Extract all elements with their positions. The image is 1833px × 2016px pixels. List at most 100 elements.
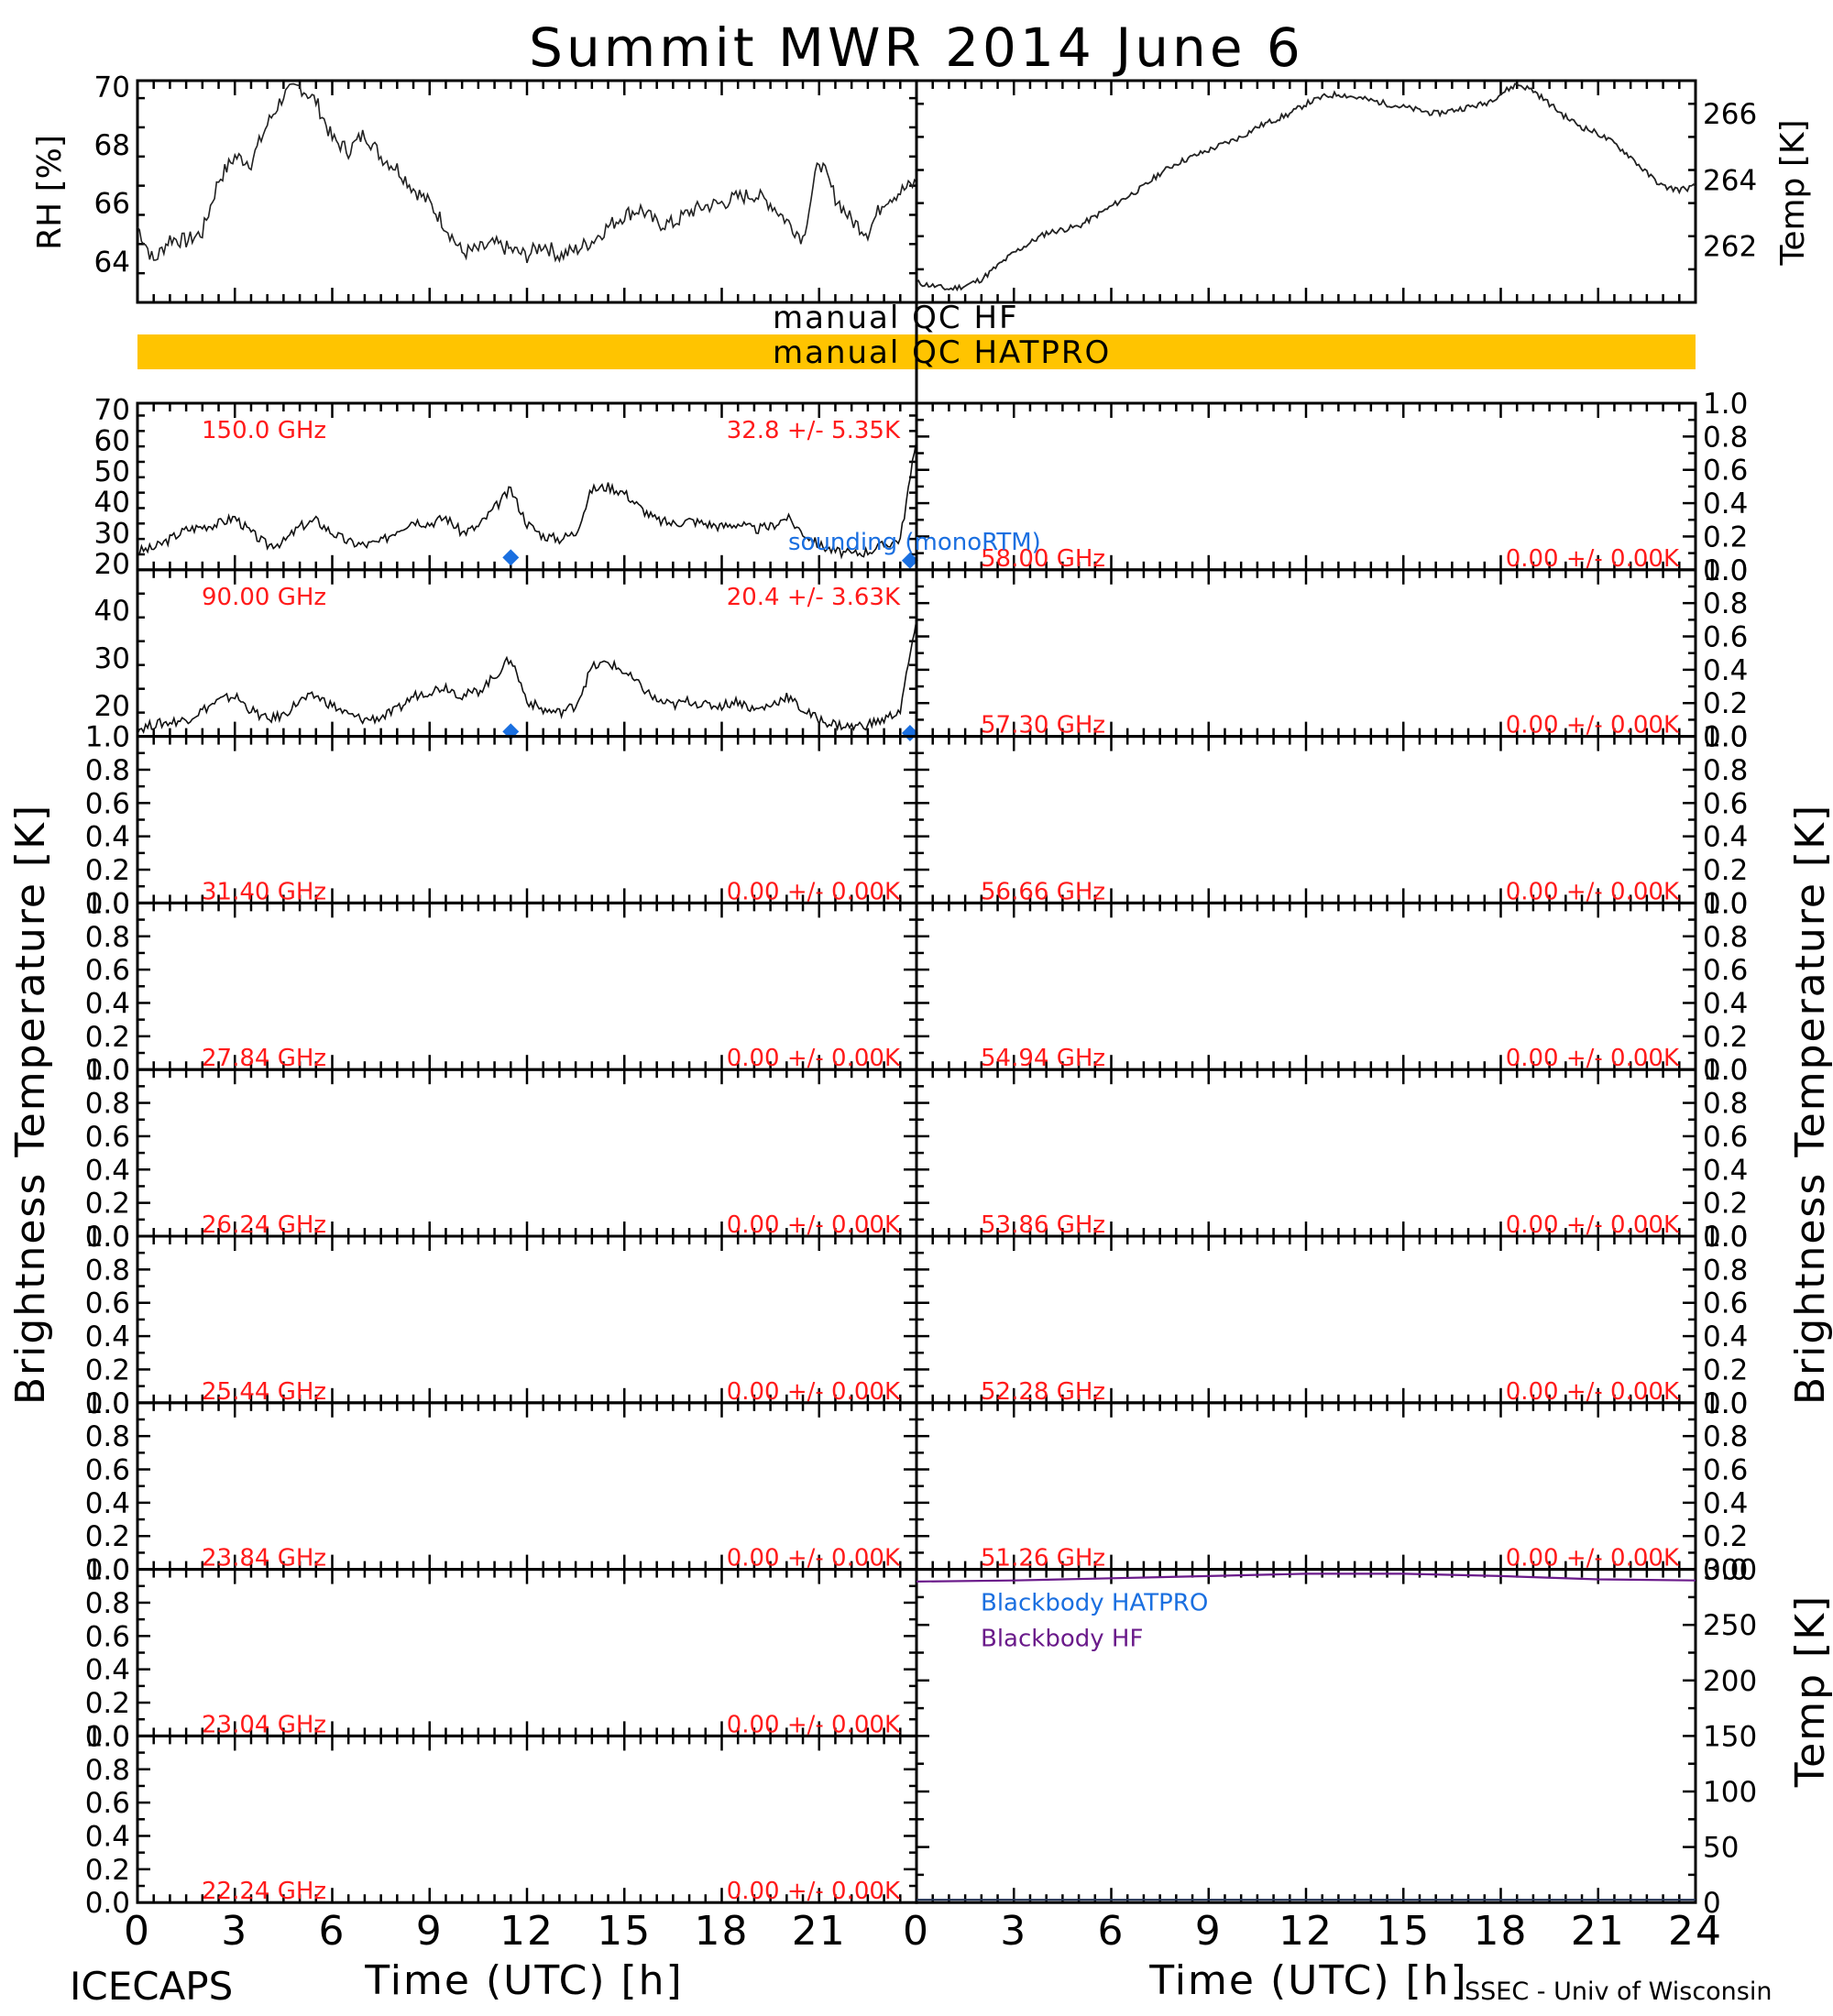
x-tick-label: 0 [903,1908,930,1955]
tb-ylabel-right: Brightness Temperature [K] [1787,804,1833,1405]
tb-panel-left-3-ytick-label: 1.0 [85,887,130,920]
rh-panel-ytick-label: 64 [94,246,130,279]
tb-panel-left-0-sounding-point [901,552,918,569]
bb-panel-ytick-label: 250 [1703,1609,1757,1642]
tb-panel-left-4-stats-label: 0.00 +/- 0.00K [727,1211,901,1239]
tb-panel-right-2-stats-label: 0.00 +/- 0.00K [1506,878,1680,905]
bb-hf-line [916,1572,1696,1583]
tb-panel-right-0: 0.00.20.40.60.81.058.00 GHz 0.00 +/- 0.00… [915,388,1748,587]
tb-panel-right-0-ytick-label: 0.6 [1703,455,1748,488]
tb-panel-left-8-ytick-label: 1.0 [85,1720,130,1753]
tb-panel-right-6: 0.00.20.40.60.81.051.26 GHz 0.00 +/- 0.00… [915,1387,1748,1587]
x-tick-label: 18 [1474,1908,1529,1955]
tb-panel-left-2-ytick-label: 0.8 [85,754,130,787]
temp-panel-ytick-label: 266 [1703,98,1757,131]
tb-panel-left-2-ytick-label: 1.0 [85,721,130,754]
bb-panel-ytick-label: 0 [1703,1887,1721,1920]
tb-panel-left-8-ytick-label: 0.2 [85,1854,130,1887]
tb-panel-left-6-stats-label: 0.00 +/- 0.00K [727,1545,901,1572]
tb-panel-left-6: 0.00.20.40.60.81.023.84 GHz 0.00 +/- 0.00… [85,1387,918,1587]
tb-panel-right-5-ytick-label: 1.0 [1703,1221,1748,1254]
qc-hf-label: manual QC HF [773,300,1019,336]
tb-panel-right-6-ytick-label: 0.8 [1703,1420,1748,1453]
chart-title: Summit MWR 2014 June 6 [529,16,1304,79]
rh-series-line [137,82,917,264]
tb-panel-right-5-ytick-label: 0.6 [1703,1287,1748,1320]
tb-panel-left-5-ytick-label: 0.8 [85,1254,130,1287]
tb-panel-left-7-ytick-label: 1.0 [85,1554,130,1587]
tb-panel-right-6-stats-label: 0.00 +/- 0.00K [1506,1545,1680,1572]
x-tick-label: 15 [1376,1908,1431,1955]
tb-panel-left-0-ytick-label: 50 [94,455,130,488]
tb-panel-right-0-freq-label: 58.00 GHz [981,545,1105,573]
tb-panel-left-7-stats-label: 0.00 +/- 0.00K [727,1711,901,1738]
x-tick-label: 12 [1279,1908,1334,1955]
tb-panel-right-1-ytick-label: 0.8 [1703,587,1748,620]
temp-panel-ytick-label: 262 [1703,231,1757,264]
tb-panel-right-4-ytick-label: 1.0 [1703,1054,1748,1087]
bb-panel-ytick-label: 100 [1703,1776,1757,1809]
tb-panel-left-4-ytick-label: 0.6 [85,1121,130,1154]
tb-panel-right-2-ytick-label: 1.0 [1703,721,1748,754]
qc-hatpro-label: manual QC HATPRO [773,334,1111,371]
tb-panel-right-0-ytick-label: 0.4 [1703,488,1748,520]
tb-panel-right-5-ytick-label: 0.2 [1703,1353,1748,1386]
tb-panel-right-1-ytick-label: 0.2 [1703,687,1748,720]
tb-panel-right-3-ytick-label: 0.4 [1703,987,1748,1020]
tb-panel-left-7-ytick-label: 0.8 [85,1587,130,1620]
bb-panel-ytick-label: 50 [1703,1832,1739,1865]
tb-panel-left-4-freq-label: 26.24 GHz [202,1211,326,1239]
tb-panel-left-3-ytick-label: 0.0 [85,1054,130,1087]
tb-panel-right-1-freq-label: 57.30 GHz [981,712,1105,740]
tb-panel-left-2-freq-label: 31.40 GHz [202,878,326,905]
footer-right: SSEC - Univ of Wisconsin [1465,1978,1772,2006]
tb-panel-left-0-stats-label: 32.8 +/- 5.35K [727,417,901,444]
tb-panel-right-1-ytick-label: 1.0 [1703,554,1748,587]
tb-panel-right-0-ytick-label: 0.2 [1703,520,1748,553]
rh-ylabel: RH [%] [31,135,69,250]
tb-panel-left-0-ytick-label: 30 [94,517,130,550]
x-tick-label: 24 [1668,1908,1723,1955]
tb-panel-right-5-ytick-label: 0.0 [1703,1387,1748,1420]
tb-panel-left-4-ytick-label: 0.2 [85,1188,130,1221]
tb-panel-left-5-ytick-label: 0.2 [85,1353,130,1386]
tb-panel-right-4-ytick-label: 0.8 [1703,1088,1748,1121]
tb-panel-left-8-ytick-label: 0.4 [85,1820,130,1853]
tb-panel-right-4-stats-label: 0.00 +/- 0.00K [1506,1211,1680,1239]
rh-panel: 64 66 68 70 [94,71,918,304]
x-tick-label: 3 [221,1908,248,1955]
tb-panel-right-6-ytick-label: 1.0 [1703,1387,1748,1420]
tb-panel-right-3-ytick-label: 0.6 [1703,954,1748,987]
tb-panel-left-3-stats-label: 0.00 +/- 0.00K [727,1045,901,1072]
tb-panel-right-4: 0.00.20.40.60.81.053.86 GHz 0.00 +/- 0.00… [915,1054,1748,1254]
tb-panel-right-3-ytick-label: 1.0 [1703,887,1748,920]
x-tick-label: 15 [597,1908,652,1955]
tb-panel-left-0-ytick-label: 70 [94,394,130,427]
bb-hf-legend: Blackbody HF [981,1626,1143,1653]
tb-panel-right-3-stats-label: 0.00 +/- 0.00K [1506,1045,1680,1072]
tb-panel-right-6-freq-label: 51.26 GHz [981,1545,1105,1572]
tb-panel-left-7-ytick-label: 0.6 [85,1620,130,1653]
tb-panel-right-5-ytick-label: 0.8 [1703,1254,1748,1287]
tb-panel-left-7-freq-label: 23.04 GHz [202,1711,326,1738]
x-tick-label: 9 [1195,1908,1223,1955]
tb-panel-left-8-freq-label: 22.24 GHz [202,1878,326,1905]
temp-panel-frame [915,79,1697,304]
tb-panel-left-1-ytick-label: 30 [94,642,130,675]
bb-panel-frame [915,1568,1697,1904]
tb-panel-left-0-series-line [137,440,917,560]
tb-panel-left-4: 0.00.20.40.60.81.026.24 GHz 0.00 +/- 0.00… [85,1054,918,1254]
bb-panel-ytick-label: 150 [1703,1720,1757,1753]
bb-panel-ytick-label: 200 [1703,1665,1757,1698]
x-tick-label: 0 [124,1908,151,1955]
tb-panel-left-0-ytick-label: 20 [94,548,130,581]
tb-panel-left-2: 0.00.20.40.60.81.031.40 GHz 0.00 +/- 0.00… [85,721,918,920]
tb-panel-left-3-ytick-label: 0.6 [85,954,130,987]
tb-panel-right-0-ytick-label: 0.8 [1703,421,1748,454]
tb-panel-left-3-ytick-label: 0.4 [85,987,130,1020]
tb-panel-right-5-ytick-label: 0.4 [1703,1320,1748,1353]
tb-panel-right-3-freq-label: 54.94 GHz [981,1045,1105,1072]
tb-panel-left-8-ytick-label: 0.0 [85,1887,130,1920]
xlabel-right: Time (UTC) [h] [1148,1957,1467,2004]
